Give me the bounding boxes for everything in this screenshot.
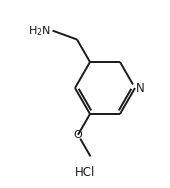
Text: HCl: HCl (75, 167, 95, 180)
Text: N: N (136, 82, 145, 95)
Text: H$_2$N: H$_2$N (28, 24, 50, 38)
Text: O: O (74, 130, 82, 140)
